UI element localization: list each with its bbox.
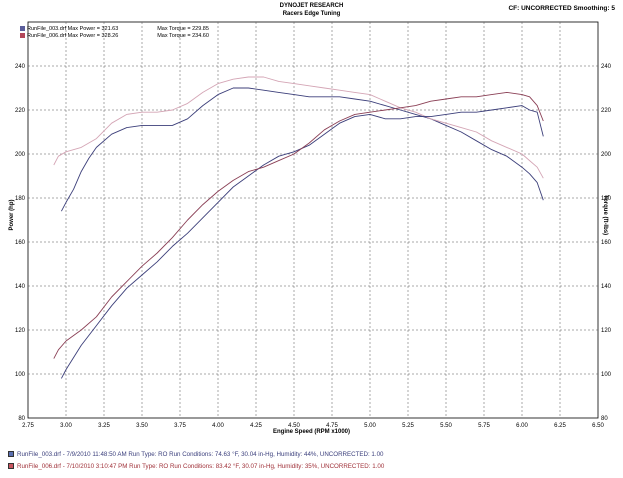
- grid-lines: [28, 22, 598, 418]
- y-tick-label-right: 80: [601, 416, 608, 422]
- legend-label: RunFile_003.drf: [27, 26, 67, 32]
- footer-run-info: RunFile_006.drf - 7/10/2010 3:10:47 PM R…: [8, 463, 384, 470]
- y-tick-label-right: 120: [601, 328, 612, 334]
- y-tick-label-right: 240: [601, 64, 612, 70]
- y-tick-label-left: 180: [15, 196, 26, 202]
- x-tick-label: 6.25: [554, 423, 566, 429]
- y-tick-label-left: 220: [15, 108, 26, 114]
- x-tick-label: 5.50: [440, 423, 452, 429]
- footer-run-text: RunFile_003.drf - 7/9/2010 11:48:50 AM R…: [17, 451, 384, 458]
- footer-swatch: [8, 463, 14, 470]
- y-tick-label-right: 160: [601, 240, 612, 246]
- chart-subtitle: Racers Edge Tuning: [282, 11, 341, 17]
- legend-entry: RunFile_006.drf Max Power = 328.26 Max T…: [20, 33, 209, 39]
- footer-run-text: RunFile_006.drf - 7/10/2010 3:10:47 PM R…: [17, 463, 385, 470]
- y-tick-label-left: 240: [15, 64, 26, 70]
- footer-swatch: [8, 451, 14, 458]
- x-tick-label: 5.25: [402, 423, 414, 429]
- x-tick-label: 3.00: [60, 423, 72, 429]
- legend-max-power: Max Power = 321.63: [67, 26, 119, 32]
- x-axis-label: Engine Speed (RPM x1000): [272, 429, 351, 435]
- series-line-power-run-006: [53, 91, 544, 359]
- legend-entry: RunFile_003.drf Max Power = 321.63 Max T…: [20, 26, 209, 32]
- series-lines: [53, 76, 544, 379]
- series-line-torque-run-003: [61, 87, 544, 212]
- y-tick-label-right: 200: [601, 152, 612, 158]
- legend-label: RunFile_006.drf: [27, 33, 67, 39]
- x-tick-label: 4.75: [326, 423, 338, 429]
- legend-max-torque: Max Torque = 234.60: [157, 33, 209, 39]
- correction-factor-text: CF: UNCORRECTED Smoothing: 5: [508, 5, 615, 12]
- x-tick-label: 4.25: [250, 423, 262, 429]
- series-line-power-run-003: [61, 105, 544, 379]
- plot-frame: [27, 21, 599, 419]
- series-line-torque-run-006: [53, 76, 544, 179]
- x-tick-label: 5.00: [364, 423, 376, 429]
- y-tick-label-left: 100: [15, 372, 26, 378]
- x-tick-label: 3.50: [136, 423, 148, 429]
- x-tick-label: 2.75: [22, 423, 34, 429]
- legend-max-power: Max Power = 328.26: [67, 33, 119, 39]
- x-tick-labels: 2.75 3.00 3.25 3.50 3.75 4.00 4.25 4.50 4.75 5.00…: [22, 423, 604, 429]
- x-tick-label: 6.00: [516, 423, 528, 429]
- footer-run-info: RunFile_003.drf - 7/9/2010 11:48:50 AM R…: [8, 451, 383, 458]
- y-tick-labels-left: 80 100 120 140 160 180 200 220 240: [15, 64, 26, 422]
- y-tick-label-right: 220: [601, 108, 612, 114]
- y-tick-label-right: 140: [601, 284, 612, 290]
- legend-max-torque: Max Torque = 229.85: [157, 26, 209, 32]
- y-tick-label-right: 180: [601, 196, 612, 202]
- x-tick-label: 4.00: [212, 423, 224, 429]
- x-tick-label: 4.50: [288, 423, 300, 429]
- legend-swatch: [20, 33, 25, 39]
- y-tick-labels-right: 80 100 120 140 160 180 200 220 240: [601, 64, 612, 422]
- y-tick-label-right: 100: [601, 372, 612, 378]
- y-tick-label-left: 120: [15, 328, 26, 334]
- x-tick-label: 5.75: [478, 423, 490, 429]
- x-tick-label: 3.75: [174, 423, 186, 429]
- x-tick-label: 3.25: [98, 423, 110, 429]
- chart-title: DYNOJET RESEARCH: [279, 3, 344, 9]
- y-tick-label-left: 80: [18, 416, 25, 422]
- x-tick-label: 6.50: [592, 423, 604, 429]
- y-tick-label-left: 140: [15, 284, 26, 290]
- y-axis-label-right: Torque (ft-lbs): [602, 194, 608, 236]
- y-tick-label-left: 160: [15, 240, 26, 246]
- y-axis-label-left: Power (hp): [9, 199, 15, 231]
- y-tick-label-left: 200: [15, 152, 26, 158]
- legend-swatch: [20, 26, 25, 32]
